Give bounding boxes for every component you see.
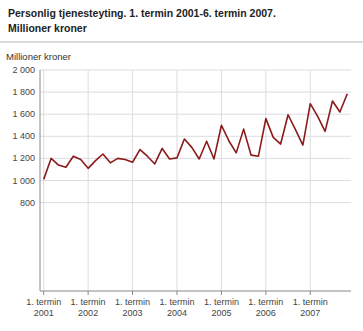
line	[44, 94, 348, 180]
y-grid-line	[40, 158, 351, 159]
y-grid-line	[40, 202, 351, 203]
y-tick-label: 800	[20, 198, 35, 208]
x-tick-label: 1. termin2005	[204, 297, 239, 318]
x-tick-label: 1. termin2007	[293, 297, 328, 318]
x-tick-label-line: 1. termin	[248, 297, 283, 307]
x-tick-label: 1. termin2002	[71, 297, 106, 318]
y-grid-line	[40, 92, 351, 93]
x-tick-label-line: 2005	[211, 308, 231, 318]
x-tick-label-line: 1. termin	[293, 297, 328, 307]
x-tick	[221, 291, 222, 295]
y-tick-label: 1 600	[12, 109, 35, 119]
x-grid-line	[176, 70, 177, 291]
x-tick	[132, 291, 133, 295]
x-grid-line	[43, 70, 44, 291]
axes: 800 1 000 1 200 1 400 1 600 1 800 2 000 1. term…	[12, 65, 351, 318]
x-tick-label: 1. termin2003	[115, 297, 150, 318]
x-tick-label-line: 1. termin	[204, 297, 239, 307]
x-tick-label-line: 1. termin	[159, 297, 194, 307]
x-tick-label: 1. termin2006	[248, 297, 283, 318]
x-tick-label-line: 2001	[34, 308, 54, 318]
x-tick-label-line: 2004	[167, 308, 187, 318]
title: Personlig tjenesteyting. 1. termin 2001-…	[8, 7, 276, 19]
x-axis-line	[40, 291, 351, 292]
x-tick	[265, 291, 266, 295]
x-grid-line	[132, 70, 133, 291]
y-tick-label: 1 200	[12, 153, 35, 163]
y-tick-label: 1 000	[12, 176, 35, 186]
x-tick-label-line: 2007	[300, 308, 320, 318]
x-tick-label: 1. termin2001	[26, 297, 61, 318]
x-tick	[43, 291, 44, 295]
y-grid-line	[40, 180, 351, 181]
x-grid-line	[265, 70, 266, 291]
x-tick-label-line: 1. termin	[115, 297, 150, 307]
x-tick	[176, 291, 177, 295]
y-axis-label: Millioner kroner	[6, 51, 71, 62]
grid	[40, 70, 351, 291]
y-grid-line	[40, 70, 351, 71]
y-tick-label: 1 800	[12, 87, 35, 97]
y-tick-label: 2 000	[12, 65, 35, 75]
x-tick-label-line: 2003	[123, 308, 143, 318]
x-tick	[310, 291, 311, 295]
separator	[0, 42, 363, 43]
x-tick-label: 1. termin2004	[159, 297, 194, 318]
x-tick-label-line: 1. termin	[26, 297, 61, 307]
y-tick-label: 1 400	[12, 131, 35, 141]
x-grid-line	[221, 70, 222, 291]
y-grid-line	[40, 114, 351, 115]
x-tick	[88, 291, 89, 295]
subtitle: Millioner kroner	[8, 22, 87, 34]
plot-area	[44, 94, 348, 180]
x-tick-label-line: 2002	[78, 308, 98, 318]
chart: Personlig tjenesteyting. 1. termin 2001-…	[0, 0, 363, 331]
x-grid-line	[88, 70, 89, 291]
x-tick-label-line: 1. termin	[71, 297, 106, 307]
y-axis-line	[40, 70, 41, 291]
x-tick-label-line: 2006	[256, 308, 276, 318]
